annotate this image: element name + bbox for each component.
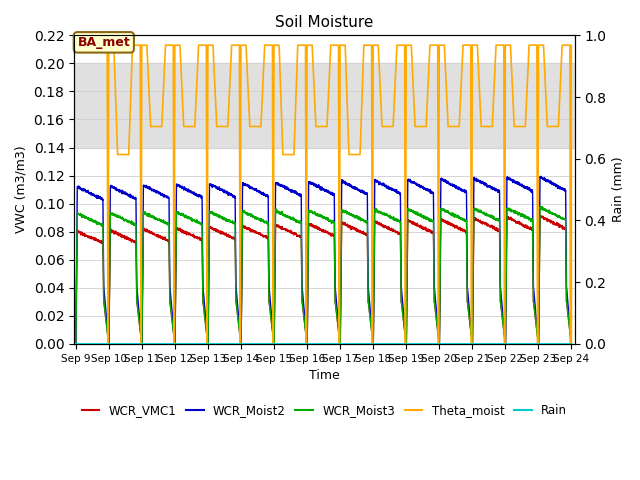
Text: BA_met: BA_met [77, 36, 130, 49]
Legend: WCR_VMC1, WCR_Moist2, WCR_Moist3, Theta_moist, Rain: WCR_VMC1, WCR_Moist2, WCR_Moist3, Theta_… [77, 399, 572, 421]
Title: Soil Moisture: Soil Moisture [275, 15, 374, 30]
X-axis label: Time: Time [309, 369, 340, 382]
Y-axis label: Rain (mm): Rain (mm) [612, 157, 625, 222]
Y-axis label: VWC (m3/m3): VWC (m3/m3) [15, 146, 28, 233]
Bar [74, 63, 575, 147]
